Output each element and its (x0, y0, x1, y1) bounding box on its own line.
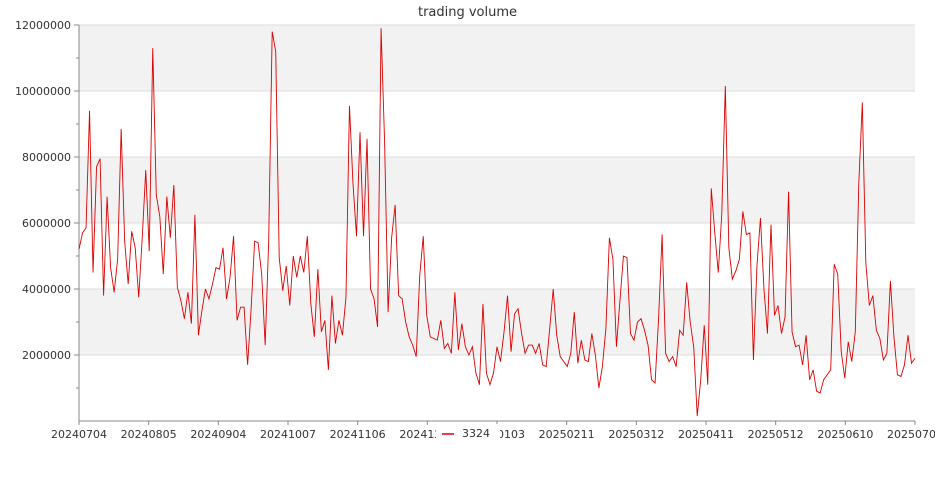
series-line-3324 (78, 28, 916, 417)
x-tick-label: 20240704 (51, 428, 107, 441)
y-tick-label: 6000000 (22, 217, 71, 230)
grid-band (79, 157, 915, 223)
chart-title: trading volume (418, 5, 517, 20)
x-tick-label: 20250610 (817, 428, 873, 441)
y-tick-label: 4000000 (22, 283, 71, 296)
background-bands (79, 25, 915, 355)
x-tick-label: 20250709 (887, 428, 935, 441)
x-tick-label: 20240805 (121, 428, 177, 441)
x-tick-label: 20250211 (539, 428, 595, 441)
gridlines (79, 24, 915, 356)
y-tick-label: 2000000 (22, 349, 71, 362)
x-tick-label: 20241106 (330, 428, 386, 441)
y-axis-ticks: 2000000 4000000 6000000 8000000 10000000 1200… (15, 19, 79, 389)
x-tick-label: 20250512 (748, 428, 804, 441)
legend: 3324 (436, 424, 500, 442)
y-tick-label: 12000000 (15, 19, 71, 32)
y-tick-label: 8000000 (22, 151, 71, 164)
x-tick-label: 20250411 (678, 428, 734, 441)
legend-background (436, 424, 500, 442)
x-axis-ticks: 20240704 20240805 20240904 20241007 20241106… (51, 421, 935, 441)
grid-band (79, 25, 915, 91)
x-tick-label: 20240904 (190, 428, 246, 441)
y-tick-label: 10000000 (15, 85, 71, 98)
grid-band (79, 289, 915, 355)
x-tick-label: 20250312 (608, 428, 664, 441)
x-tick-label: 20241007 (260, 428, 316, 441)
legend-entry-label: 3324 (462, 427, 490, 440)
